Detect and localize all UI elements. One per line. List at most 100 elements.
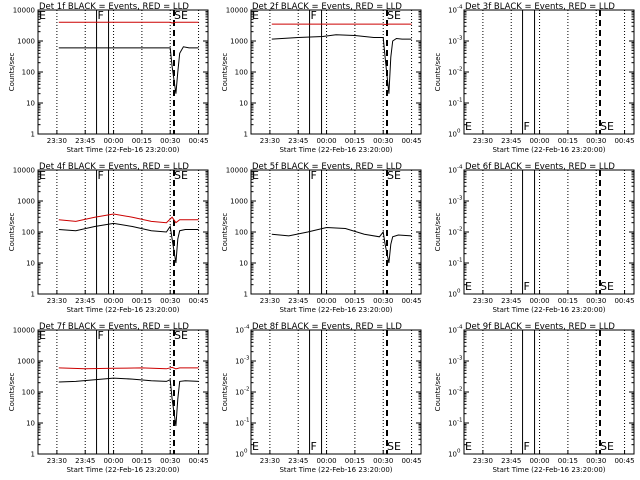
y-tick-label: 10000: [226, 7, 248, 15]
x-tick-label: 00:00: [316, 457, 336, 465]
x-tick-label: 00:15: [132, 457, 152, 465]
y-tick-exponent: -4: [457, 5, 463, 11]
x-axis-title: Start Time (22-Feb-16 23:20:00): [66, 466, 179, 474]
y-axis-title: Counts/sec: [434, 213, 442, 252]
x-tick-label: 00:15: [132, 137, 152, 145]
flag-label-f: F: [98, 9, 104, 22]
flag-label-e: E: [465, 120, 472, 133]
y-tick-exponent: -4: [457, 165, 463, 171]
x-tick-label: 00:15: [558, 137, 578, 145]
y-tick-label: 100: [22, 69, 35, 77]
x-tick-label: 00:45: [188, 457, 208, 465]
x-tick-label: 00:00: [316, 297, 336, 305]
x-axis-title: Start Time (22-Feb-16 23:20:00): [66, 306, 179, 314]
x-axis-title: Start Time (22-Feb-16 23:20:00): [492, 146, 605, 154]
flag-label-se: SE: [387, 440, 401, 453]
y-axis-title: Counts/sec: [434, 373, 442, 412]
panel-det-2: Det 2f BLACK = Events, RED = LLD 23:30 23:…: [221, 2, 422, 154]
y-tick-exponent: -3: [457, 196, 463, 202]
x-tick-label: 00:15: [132, 297, 152, 305]
y-tick-label: 1: [31, 451, 35, 459]
flag-label-se: SE: [387, 169, 401, 182]
event-rate-line: [58, 46, 199, 94]
y-tick-label: 10: [26, 420, 35, 428]
x-tick-label: 23:30: [47, 297, 67, 305]
x-tick-label: 00:45: [614, 137, 634, 145]
y-tick-exponent: -3: [457, 36, 463, 42]
x-tick-label: 23:30: [473, 137, 493, 145]
x-tick-label: 00:30: [586, 457, 606, 465]
flag-label-f: F: [98, 169, 104, 182]
x-tick-label: 00:45: [188, 297, 208, 305]
event-rate-line: [271, 226, 412, 264]
panel-title: Det 8f BLACK = Events, RED = LLD: [252, 322, 402, 332]
x-tick-label: 00:00: [529, 297, 549, 305]
event-rate-line: [58, 222, 199, 264]
y-tick-label: 10: [448, 7, 457, 15]
y-tick-exponent: -1: [244, 418, 249, 424]
y-tick-exponent: -1: [457, 418, 462, 424]
y-tick-exponent: 0: [457, 289, 461, 295]
y-tick-exponent: -3: [457, 356, 463, 362]
x-tick-label: 00:45: [401, 457, 421, 465]
x-axis-title: Start Time (22-Feb-16 23:20:00): [492, 306, 605, 314]
flag-label-se: SE: [174, 9, 188, 22]
panel-det-4: Det 4f BLACK = Events, RED = LLD 23:30 23:…: [8, 162, 209, 314]
panel-det-5: Det 5f BLACK = Events, RED = LLD 23:30 23:…: [221, 162, 422, 314]
y-axis-title: Counts/sec: [434, 53, 442, 92]
flag-label-e: E: [39, 169, 46, 182]
y-tick-label: 10: [448, 100, 457, 108]
x-tick-label: 00:30: [586, 297, 606, 305]
flag-label-e: E: [465, 440, 472, 453]
y-axis-title: Counts/sec: [8, 213, 16, 252]
panel-title: Det 9f BLACK = Events, RED = LLD: [465, 322, 615, 332]
lld-rate-line: [58, 21, 199, 24]
y-tick-label: 10: [448, 451, 457, 459]
event-rate-line: [271, 34, 412, 94]
x-tick-label: 00:30: [373, 137, 393, 145]
x-tick-label: 00:15: [345, 137, 365, 145]
y-axis-title: Counts/sec: [221, 53, 229, 92]
plot-frame: [463, 169, 635, 295]
y-tick-label: 10: [448, 198, 457, 206]
x-tick-label: 00:00: [103, 457, 123, 465]
y-tick-exponent: -4: [244, 325, 250, 331]
y-tick-exponent: 0: [244, 449, 248, 455]
x-tick-label: 23:45: [501, 297, 521, 305]
x-tick-label: 23:45: [288, 457, 308, 465]
y-tick-exponent: -2: [244, 387, 249, 393]
x-tick-label: 00:15: [558, 297, 578, 305]
y-tick-exponent: -2: [457, 67, 462, 73]
x-tick-label: 23:30: [473, 457, 493, 465]
x-axis-title: Start Time (22-Feb-16 23:20:00): [492, 466, 605, 474]
x-tick-label: 00:45: [614, 297, 634, 305]
flag-label-f: F: [98, 329, 104, 342]
x-tick-label: 00:30: [373, 297, 393, 305]
x-tick-label: 23:45: [75, 457, 95, 465]
y-tick-label: 10: [235, 451, 244, 459]
x-tick-label: 00:15: [345, 297, 365, 305]
y-tick-label: 1: [31, 131, 35, 139]
flag-label-se: SE: [600, 120, 614, 133]
y-tick-exponent: 0: [457, 129, 461, 135]
panel-det-6: Det 6f BLACK = Events, RED = LLD 23:30 23:…: [434, 162, 635, 314]
y-tick-label: 1000: [17, 198, 35, 206]
x-tick-label: 23:30: [473, 297, 493, 305]
plot-frame: [250, 9, 422, 135]
event-rate-line: [58, 377, 199, 427]
flag-label-f: F: [311, 440, 317, 453]
x-tick-label: 23:30: [260, 297, 280, 305]
x-tick-label: 00:45: [401, 137, 421, 145]
y-tick-label: 10: [448, 69, 457, 77]
x-tick-label: 00:00: [103, 137, 123, 145]
x-tick-label: 23:45: [501, 457, 521, 465]
x-tick-label: 00:00: [529, 457, 549, 465]
y-tick-label: 10: [448, 420, 457, 428]
plot-frame: [250, 169, 422, 295]
x-axis-title: Start Time (22-Feb-16 23:20:00): [279, 146, 392, 154]
y-tick-label: 1000: [230, 198, 248, 206]
y-tick-label: 100: [22, 389, 35, 397]
y-tick-label: 1: [244, 131, 248, 139]
plot-frame: [37, 329, 209, 455]
